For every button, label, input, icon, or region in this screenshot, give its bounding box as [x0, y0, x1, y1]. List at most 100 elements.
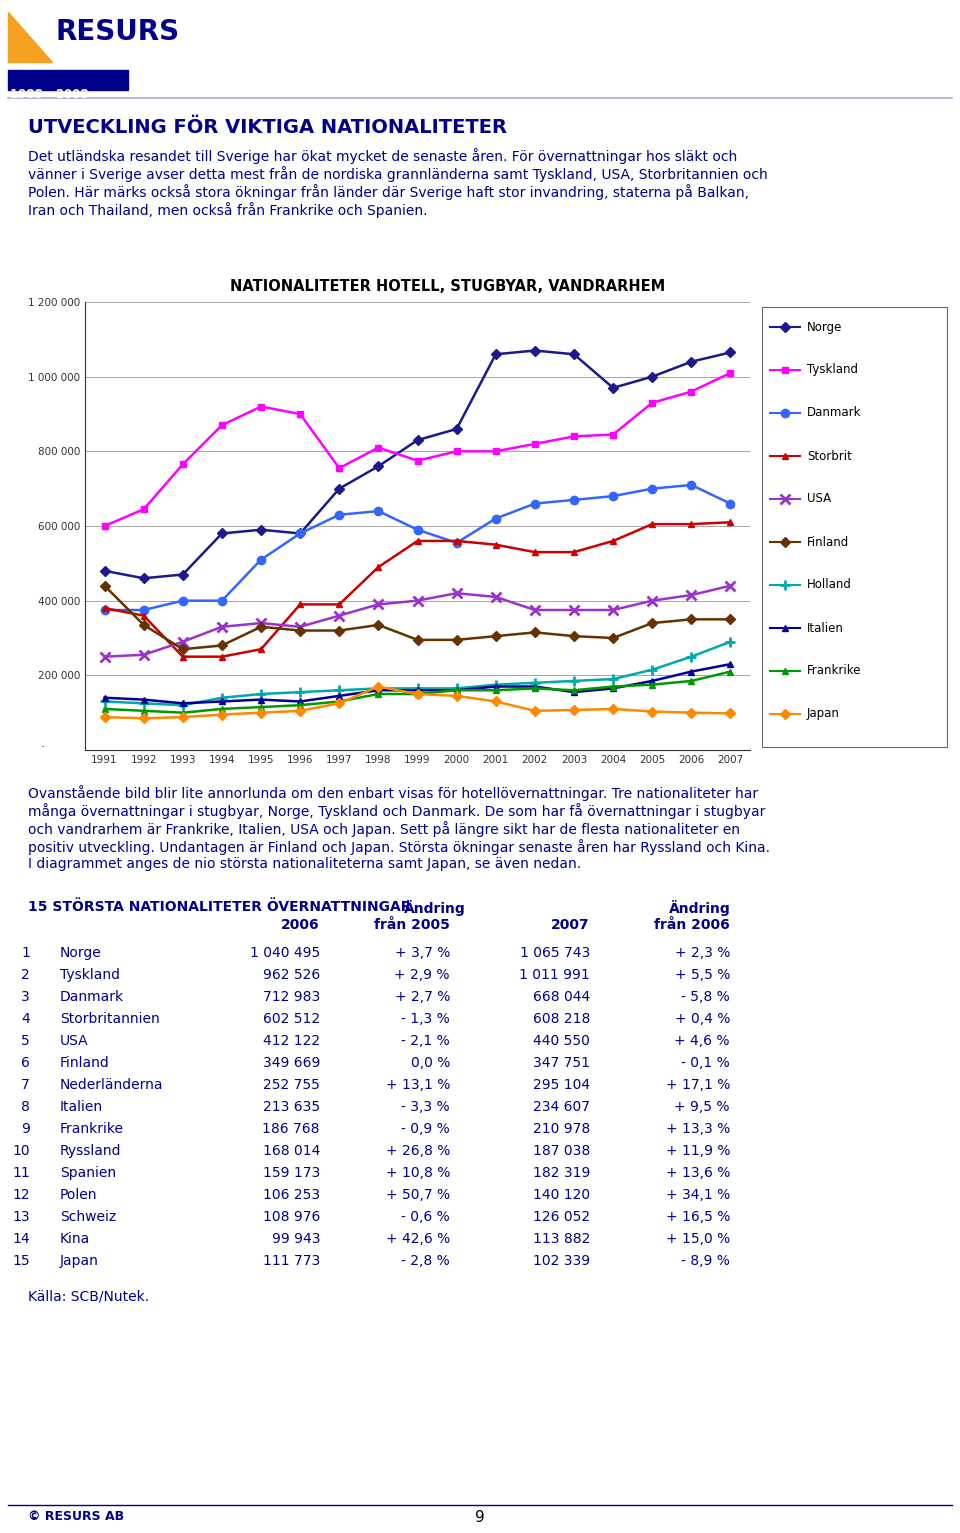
Text: 440 550: 440 550	[533, 1033, 590, 1049]
Text: + 4,6 %: + 4,6 %	[675, 1033, 730, 1049]
Line: Tyskland: Tyskland	[101, 369, 733, 529]
Text: Nederländerna: Nederländerna	[60, 1078, 163, 1091]
Japan	[99, 708, 110, 727]
Frankrike	[685, 671, 697, 690]
Italien	[490, 678, 501, 696]
Tyskland	[99, 517, 110, 535]
Japan	[295, 702, 306, 721]
Line: Frankrike: Frankrike	[101, 668, 733, 716]
Italien	[216, 693, 228, 711]
Text: + 50,7 %: + 50,7 %	[386, 1188, 450, 1202]
Text: - 0,9 %: - 0,9 %	[401, 1122, 450, 1136]
Text: 602 512: 602 512	[263, 1012, 320, 1026]
Storbrit	[177, 647, 188, 665]
USA	[255, 613, 267, 632]
Text: 187 038: 187 038	[533, 1144, 590, 1157]
Text: Polen: Polen	[60, 1188, 98, 1202]
USA	[372, 595, 384, 613]
Norge	[138, 569, 150, 587]
Holland	[412, 679, 423, 698]
USA	[295, 618, 306, 636]
Norge	[216, 524, 228, 543]
Holland	[138, 694, 150, 713]
Danmark	[529, 495, 540, 514]
Text: 11: 11	[12, 1167, 30, 1180]
Text: 0,0 %: 0,0 %	[411, 1056, 450, 1070]
Finland	[412, 630, 423, 648]
Text: Storbritannien: Storbritannien	[60, 1012, 159, 1026]
USA	[568, 601, 580, 619]
Japan	[568, 701, 580, 719]
Storbrit	[646, 515, 658, 533]
Danmark	[138, 601, 150, 619]
Text: 2007: 2007	[551, 918, 590, 932]
Storbrit	[255, 639, 267, 658]
Text: Iran och Thailand, men också från Frankrike och Spanien.: Iran och Thailand, men också från Frankr…	[28, 202, 427, 218]
Frankrike	[608, 678, 619, 696]
Tyskland	[177, 455, 188, 474]
USA	[138, 645, 150, 664]
Text: + 3,7 %: + 3,7 %	[395, 946, 450, 960]
Text: 108 976: 108 976	[263, 1210, 320, 1223]
USA	[646, 592, 658, 610]
Text: 608 218: 608 218	[533, 1012, 590, 1026]
Storbrit	[685, 515, 697, 533]
Finland	[568, 627, 580, 645]
Japan	[725, 704, 736, 722]
Finland	[529, 624, 540, 642]
Text: UTVECKLING FÖR VIKTIGA NATIONALITETER: UTVECKLING FÖR VIKTIGA NATIONALITETER	[28, 118, 507, 136]
Italien	[295, 693, 306, 711]
Finland	[333, 621, 345, 639]
Norge	[608, 379, 619, 397]
USA	[608, 601, 619, 619]
Norge	[529, 342, 540, 360]
Text: - 8,9 %: - 8,9 %	[682, 1254, 730, 1268]
Italien	[333, 687, 345, 705]
Japan	[333, 694, 345, 713]
Danmark	[490, 509, 501, 527]
Danmark	[255, 550, 267, 569]
USA	[216, 618, 228, 636]
USA	[685, 586, 697, 604]
Text: Ovanstående bild blir lite annorlunda om den enbart visas för hotellövernattning: Ovanstående bild blir lite annorlunda om…	[28, 785, 758, 800]
Text: 6: 6	[21, 1056, 30, 1070]
Storbrit	[372, 558, 384, 576]
Text: 111 773: 111 773	[263, 1254, 320, 1268]
Text: Frankrike: Frankrike	[807, 664, 861, 678]
Frankrike	[568, 681, 580, 699]
Text: 347 751: 347 751	[533, 1056, 590, 1070]
Text: vänner i Sverige avser detta mest från de nordiska grannländerna samt Tyskland, : vänner i Sverige avser detta mest från d…	[28, 166, 768, 182]
Storbrit	[412, 532, 423, 550]
Text: + 13,3 %: + 13,3 %	[665, 1122, 730, 1136]
Italien	[529, 678, 540, 696]
Japan	[490, 693, 501, 711]
Line: Storbrit: Storbrit	[101, 518, 733, 661]
Finland	[216, 636, 228, 655]
Text: 14: 14	[12, 1233, 30, 1246]
Italien	[372, 681, 384, 699]
Norge	[99, 561, 110, 579]
Japan	[451, 687, 463, 705]
Norge	[490, 345, 501, 363]
Text: + 15,0 %: + 15,0 %	[665, 1233, 730, 1246]
Text: 210 978: 210 978	[533, 1122, 590, 1136]
Frankrike	[725, 662, 736, 681]
Text: 126 052: 126 052	[533, 1210, 590, 1223]
Danmark	[568, 491, 580, 509]
Frankrike	[490, 681, 501, 699]
Text: Italien: Italien	[60, 1101, 103, 1114]
Japan	[529, 702, 540, 721]
Frankrike	[412, 685, 423, 704]
Text: Finland: Finland	[60, 1056, 109, 1070]
Text: + 26,8 %: + 26,8 %	[386, 1144, 450, 1157]
Holland	[451, 679, 463, 698]
Text: från 2006: från 2006	[655, 918, 730, 932]
USA	[99, 647, 110, 665]
Japan	[608, 699, 619, 717]
Japan	[685, 704, 697, 722]
Finland	[255, 618, 267, 636]
Storbrit	[451, 532, 463, 550]
Text: 10: 10	[12, 1144, 30, 1157]
Text: 412 122: 412 122	[263, 1033, 320, 1049]
Japan	[412, 685, 423, 704]
